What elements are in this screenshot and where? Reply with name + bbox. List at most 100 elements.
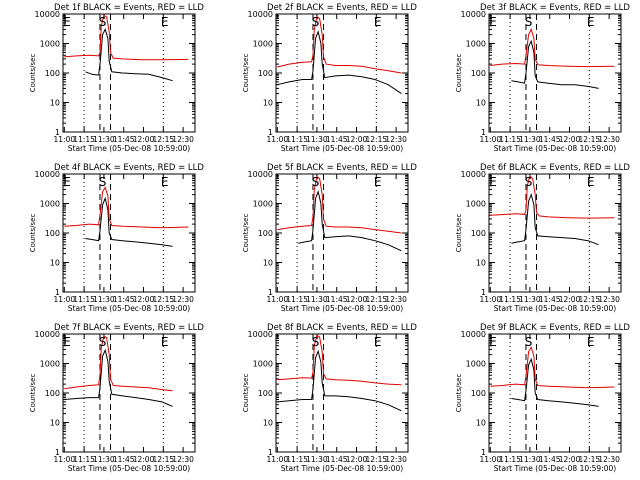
y-tick-label: 1000 <box>253 40 273 49</box>
y-tick-label: 100 <box>258 69 273 78</box>
x-tick-label: 11:45 <box>539 295 561 304</box>
x-tick-label: 11:00 <box>480 295 502 304</box>
y-tick-label: 10 <box>50 99 60 108</box>
x-tick-label: 11:00 <box>267 135 289 144</box>
y-tick-label: 10 <box>476 99 486 108</box>
y-tick-label: 1 <box>55 128 60 137</box>
x-axis-label: Start Time (05-Dec-08 10:59:00) <box>494 144 616 153</box>
interval-marker-label: E <box>161 335 169 349</box>
detector-panel-4: 1 10 100 1000 10000 11:0011:1511:3011:4512:00… <box>29 163 204 313</box>
x-tick-label: 12:30 <box>172 295 194 304</box>
x-tick-label: 11:00 <box>54 455 76 464</box>
interval-marker-label: E <box>489 175 497 189</box>
interval-marker-label: E <box>63 335 71 349</box>
interval-marker-label: S <box>99 175 107 189</box>
y-axis-label: Counts/sec <box>29 374 37 413</box>
x-tick-label: 11:45 <box>113 295 135 304</box>
interval-marker-label: E <box>587 335 595 349</box>
events-series-line <box>511 39 599 89</box>
interval-marker-label: E <box>63 15 71 29</box>
y-tick-label: 10 <box>263 419 273 428</box>
events-series-line <box>64 348 173 407</box>
y-axis-label: Counts/sec <box>455 214 463 253</box>
events-series-line <box>277 30 402 95</box>
interval-marker-label: E <box>587 15 595 29</box>
x-axis-label: Start Time (05-Dec-08 10:59:00) <box>281 464 403 473</box>
interval-marker-label: E <box>587 175 595 189</box>
x-tick-label: 11:00 <box>267 295 289 304</box>
x-axis-label: Start Time (05-Dec-08 10:59:00) <box>281 304 403 313</box>
y-axis-label: Counts/sec <box>29 54 37 93</box>
x-tick-label: 12:15 <box>366 135 388 144</box>
x-tick-label: 12:30 <box>385 135 407 144</box>
x-tick-label: 11:15 <box>286 295 308 304</box>
y-tick-label: 10000 <box>248 10 273 19</box>
interval-marker-label: S <box>99 335 107 349</box>
y-tick-label: 10000 <box>248 170 273 179</box>
events-series-line <box>511 357 599 407</box>
x-tick-label: 11:30 <box>93 295 115 304</box>
y-tick-label: 100 <box>45 229 60 238</box>
x-tick-label: 11:15 <box>286 135 308 144</box>
plot-frame <box>488 13 622 133</box>
y-axis-label: Counts/sec <box>242 374 250 413</box>
y-tick-label: 10 <box>263 99 273 108</box>
x-tick-label: 12:15 <box>366 455 388 464</box>
x-tick-label: 12:00 <box>133 135 155 144</box>
events-series-line <box>277 349 402 412</box>
x-tick-label: 12:00 <box>346 455 368 464</box>
x-tick-label: 11:45 <box>113 135 135 144</box>
y-tick-label: 1 <box>481 288 486 297</box>
x-tick-label: 12:15 <box>153 295 175 304</box>
x-tick-label: 11:30 <box>93 455 115 464</box>
y-tick-label: 10 <box>263 259 273 268</box>
plot-frame <box>275 173 409 293</box>
x-tick-label: 12:00 <box>559 135 581 144</box>
y-tick-label: 100 <box>471 389 486 398</box>
lld-series-line <box>277 334 402 386</box>
panel-title: Det 9f BLACK = Events, RED = LLD <box>480 323 630 333</box>
x-axis-label: Start Time (05-Dec-08 10:59:00) <box>494 464 616 473</box>
detector-panel-6: 1 10 100 1000 10000 11:0011:1511:3011:4512:00… <box>455 163 630 313</box>
lld-series-line <box>490 28 615 68</box>
y-tick-label: 100 <box>258 229 273 238</box>
x-tick-label: 11:45 <box>326 295 348 304</box>
interval-marker-label: S <box>99 15 107 29</box>
panel-title: Det 6f BLACK = Events, RED = LLD <box>480 163 630 173</box>
y-tick-label: 10 <box>476 259 486 268</box>
y-tick-label: 100 <box>471 229 486 238</box>
x-tick-label: 11:15 <box>73 455 95 464</box>
y-tick-label: 1000 <box>40 40 60 49</box>
interval-marker-label: E <box>374 15 382 29</box>
detector-panel-1: 1 10 100 1000 10000 11:0011:1511:3011:4512:00… <box>29 3 204 153</box>
x-tick-label: 12:00 <box>559 455 581 464</box>
events-series-line <box>511 192 599 246</box>
x-tick-label: 11:30 <box>306 135 328 144</box>
x-tick-label: 11:15 <box>499 135 521 144</box>
x-tick-label: 11:15 <box>73 295 95 304</box>
y-tick-label: 100 <box>45 389 60 398</box>
x-tick-label: 12:30 <box>385 455 407 464</box>
y-axis-label: Counts/sec <box>242 214 250 253</box>
x-tick-label: 11:00 <box>267 455 289 464</box>
y-tick-label: 1000 <box>466 360 486 369</box>
panel-title: Det 4f BLACK = Events, RED = LLD <box>54 163 204 173</box>
interval-marker-label: E <box>489 335 497 349</box>
plot-frame <box>62 173 196 293</box>
x-tick-label: 12:15 <box>153 135 175 144</box>
interval-marker-label: E <box>161 15 169 29</box>
x-tick-label: 11:45 <box>113 455 135 464</box>
x-tick-label: 12:00 <box>559 295 581 304</box>
y-tick-label: 10 <box>50 259 60 268</box>
y-tick-label: 1000 <box>253 200 273 209</box>
y-tick-label: 10000 <box>461 330 486 339</box>
y-tick-label: 1 <box>268 448 273 457</box>
interval-marker-label: S <box>312 175 320 189</box>
plot-frame <box>275 13 409 133</box>
x-axis-label: Start Time (05-Dec-08 10:59:00) <box>281 144 403 153</box>
x-tick-label: 11:15 <box>499 455 521 464</box>
y-tick-label: 1000 <box>40 360 60 369</box>
x-tick-label: 12:00 <box>133 455 155 464</box>
panel-title: Det 3f BLACK = Events, RED = LLD <box>480 3 630 13</box>
x-tick-label: 12:30 <box>385 295 407 304</box>
